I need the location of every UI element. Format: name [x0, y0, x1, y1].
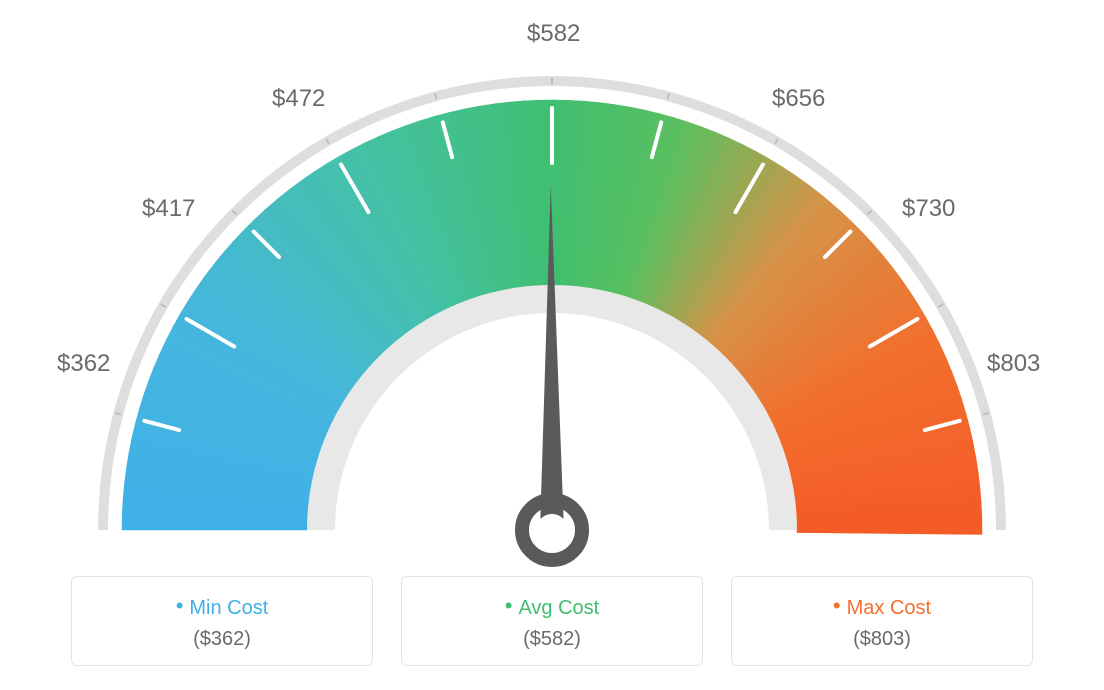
- legend-value-max: ($803): [732, 628, 1032, 651]
- gauge-chart-container: $362$417$472$582$656$730$803 •Min Cost (…: [0, 0, 1104, 690]
- legend-row: •Min Cost ($362) •Avg Cost ($582) •Max C…: [0, 576, 1104, 666]
- gauge-tick-label: $730: [902, 195, 955, 223]
- gauge-tick-label: $472: [272, 85, 325, 113]
- legend-card-avg: •Avg Cost ($582): [401, 576, 703, 666]
- legend-title-max: • Max Cost: [732, 593, 1032, 620]
- gauge-tick-label: $362: [57, 350, 110, 378]
- gauge-tick-label: $656: [772, 85, 825, 113]
- gauge-tick-label: $803: [987, 350, 1040, 378]
- legend-card-max: • Max Cost ($803): [731, 576, 1033, 666]
- legend-value-avg: ($582): [402, 628, 702, 651]
- gauge-wrap: $362 $417 $472 $582 $656 $730 $803: [52, 20, 1052, 580]
- dot-icon-min: •: [176, 593, 184, 618]
- gauge-tick-label: $417: [142, 195, 195, 223]
- legend-title-text-avg: Avg Cost: [518, 597, 599, 619]
- gauge-svg: [52, 20, 1052, 580]
- gauge-tick-label: $582: [527, 20, 580, 48]
- legend-value-min: ($362): [72, 628, 372, 651]
- dot-icon-avg: •: [505, 593, 513, 618]
- legend-title-text-min: Min Cost: [189, 597, 268, 619]
- legend-card-min: •Min Cost ($362): [71, 576, 373, 666]
- legend-title-min: •Min Cost: [72, 593, 372, 620]
- dot-icon-max: •: [833, 593, 841, 618]
- legend-title-avg: •Avg Cost: [402, 593, 702, 620]
- legend-title-text-max: Max Cost: [847, 597, 931, 619]
